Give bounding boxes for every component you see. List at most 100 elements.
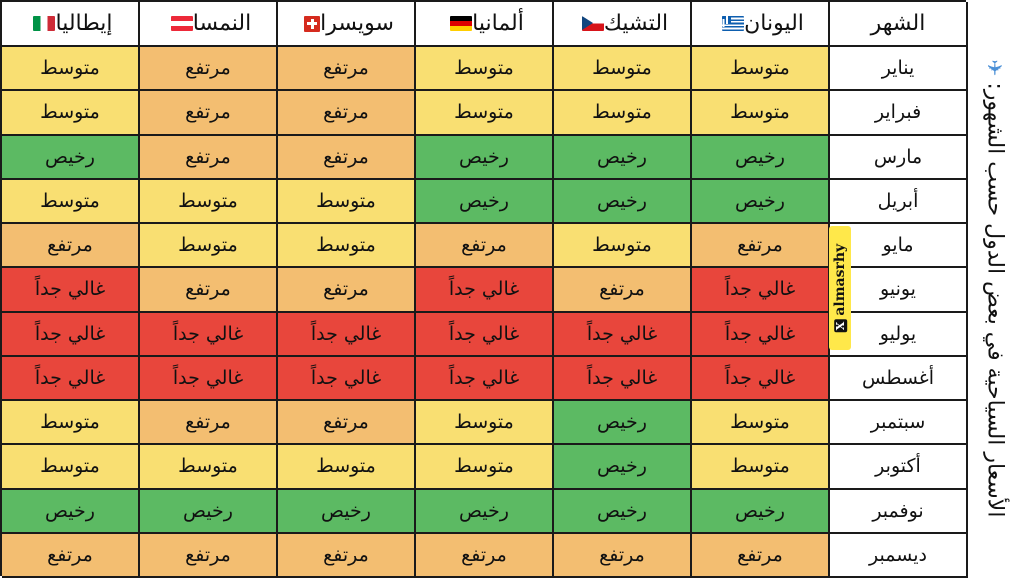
price-cell: رخيص [554,445,692,490]
price-cell: غالي جداً [2,356,140,401]
price-cell: غالي جداً [692,312,830,357]
month-cell: أغسطس [830,356,968,401]
price-cell: متوسط [2,401,140,446]
price-cell: متوسط [554,224,692,269]
price-cell: غالي جداً [416,356,554,401]
price-cell: رخيص [416,179,554,224]
price-cell: متوسط [692,91,830,136]
price-cell: غالي جداً [416,312,554,357]
price-cell: مرتفع [692,533,830,578]
price-cell: مرتفع [140,47,278,92]
price-cell: مرتفع [278,47,416,92]
price-cell: غالي جداً [278,312,416,357]
price-cell: رخيص [278,489,416,534]
price-cell: رخيص [554,401,692,446]
price-cell: متوسط [692,47,830,92]
price-cell: متوسط [140,445,278,490]
header-label: اليونان [744,11,804,36]
price-cell: رخيص [692,179,830,224]
price-cell: رخيص [554,179,692,224]
price-cell: غالي جداً [140,356,278,401]
price-cell: مرتفع [554,268,692,313]
price-cell: رخيص [554,489,692,534]
price-cell: رخيص [692,489,830,534]
table-title: الأسعار السياحية في بعض الدول حسب الشهور… [966,0,1024,576]
price-cell: متوسط [554,91,692,136]
month-cell: يوليو [830,312,968,357]
price-cell: رخيص [416,135,554,180]
price-cell: مرتفع [2,533,140,578]
month-cell: فبراير [830,91,968,136]
header-label: الشهر [870,11,926,36]
title-text: الأسعار السياحية في بعض الدول حسب الشهور… [982,81,1008,517]
price-cell: مرتفع [278,135,416,180]
price-cell: غالي جداً [692,268,830,313]
flag-cz-icon [581,16,604,31]
month-cell: مارس [830,135,968,180]
month-cell: يونيو [830,268,968,313]
price-cell: رخيص [416,489,554,534]
price-cell: رخيص [554,135,692,180]
header-czechia: التشيك [554,2,692,47]
month-cell: أكتوبر [830,445,968,490]
price-table: إيطاليا النمسا سويسرا ألمانيا التشيك اليونان ا… [0,0,968,578]
price-cell: غالي جداً [692,356,830,401]
price-cell: رخيص [2,489,140,534]
price-cell: مرتفع [416,224,554,269]
price-cell: غالي جداً [416,268,554,313]
price-cell: متوسط [416,401,554,446]
price-cell: رخيص [692,135,830,180]
price-cell: متوسط [554,47,692,92]
price-cell: مرتفع [140,268,278,313]
price-cell: رخيص [140,489,278,534]
month-cell: مايو [830,224,968,269]
price-cell: مرتفع [278,533,416,578]
month-cell: أبريل [830,179,968,224]
price-cell: غالي جداً [278,356,416,401]
header-switzerland: سويسرا [278,2,416,47]
watermark-text: almasrhy [832,243,848,316]
price-cell: متوسط [140,224,278,269]
watermark-badge: X almasrhy [829,226,851,350]
price-cell: مرتفع [140,135,278,180]
price-cell: متوسط [278,179,416,224]
header-greece: اليونان [692,2,830,47]
price-cell: مرتفع [278,401,416,446]
price-cell: متوسط [416,445,554,490]
price-cell: مرتفع [278,268,416,313]
price-cell: متوسط [2,47,140,92]
header-label: ألمانيا [472,11,524,36]
header-label: التشيك [603,11,669,36]
price-cell: مرتفع [278,91,416,136]
header-label: سويسرا [320,11,394,36]
price-cell: متوسط [692,401,830,446]
flag-gr-icon [722,16,745,31]
price-cell: غالي جداً [554,356,692,401]
header-italy: إيطاليا [2,2,140,47]
header-label: إيطاليا [55,11,113,36]
header-austria: النمسا [140,2,278,47]
price-cell: متوسط [140,179,278,224]
x-logo-icon: X [833,319,847,333]
price-cell: مرتفع [416,533,554,578]
price-cell: متوسط [2,179,140,224]
price-cell: مرتفع [140,533,278,578]
header-label: النمسا [192,11,252,36]
price-cell: متوسط [692,445,830,490]
price-cell: متوسط [416,91,554,136]
price-cell: غالي جداً [2,268,140,313]
price-cell: متوسط [2,91,140,136]
price-cell: مرتفع [692,224,830,269]
header-month: الشهر [830,2,968,47]
flag-ch-icon [304,15,321,32]
month-cell: سبتمبر [830,401,968,446]
price-cell: رخيص [2,135,140,180]
price-cell: متوسط [278,224,416,269]
price-cell: متوسط [2,445,140,490]
price-cell: متوسط [416,47,554,92]
header-germany: ألمانيا [416,2,554,47]
price-cell: مرتفع [140,91,278,136]
month-cell: ديسمبر [830,533,968,578]
price-cell: مرتفع [140,401,278,446]
price-cell: غالي جداً [554,312,692,357]
